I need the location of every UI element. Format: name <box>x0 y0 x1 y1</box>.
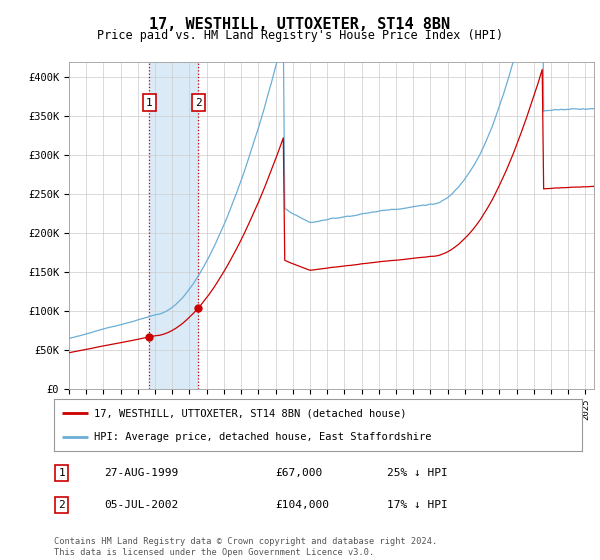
Text: 1: 1 <box>59 468 65 478</box>
Text: 17% ↓ HPI: 17% ↓ HPI <box>386 500 448 510</box>
Text: HPI: Average price, detached house, East Staffordshire: HPI: Average price, detached house, East… <box>94 432 431 442</box>
Text: Price paid vs. HM Land Registry's House Price Index (HPI): Price paid vs. HM Land Registry's House … <box>97 29 503 42</box>
Text: 1: 1 <box>146 97 152 108</box>
Text: 2: 2 <box>59 500 65 510</box>
Text: 17, WESTHILL, UTTOXETER, ST14 8BN (detached house): 17, WESTHILL, UTTOXETER, ST14 8BN (detac… <box>94 408 406 418</box>
Text: 25% ↓ HPI: 25% ↓ HPI <box>386 468 448 478</box>
Text: 17, WESTHILL, UTTOXETER, ST14 8BN: 17, WESTHILL, UTTOXETER, ST14 8BN <box>149 17 451 32</box>
Text: 27-AUG-1999: 27-AUG-1999 <box>104 468 178 478</box>
Text: £67,000: £67,000 <box>276 468 323 478</box>
Text: 2: 2 <box>195 97 202 108</box>
Text: Contains HM Land Registry data © Crown copyright and database right 2024.
This d: Contains HM Land Registry data © Crown c… <box>54 537 437 557</box>
Text: £104,000: £104,000 <box>276 500 330 510</box>
Text: 05-JUL-2002: 05-JUL-2002 <box>104 500 178 510</box>
Bar <box>149 62 198 389</box>
